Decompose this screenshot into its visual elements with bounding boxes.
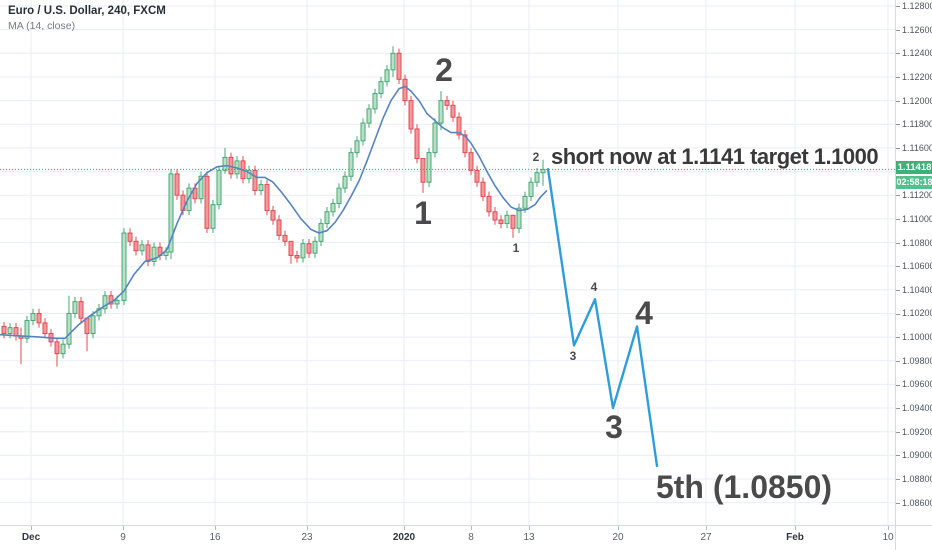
ma-indicator-label[interactable]: MA (14, close)	[8, 20, 76, 32]
wave-label[interactable]: 3	[605, 409, 623, 445]
price-tick-label: 1.12000	[896, 96, 932, 106]
price-tick-label: 1.11000	[896, 214, 932, 224]
time-tick-mark	[888, 526, 889, 530]
time-tick-mark	[307, 526, 308, 530]
price-tick-label: 1.12600	[896, 25, 932, 35]
price-tick-label: 1.08800	[896, 474, 932, 484]
price-tick-label: 1.10000	[896, 332, 932, 342]
price-tick-label: 1.10400	[896, 285, 932, 295]
time-tick-mark	[706, 526, 707, 530]
symbol-title[interactable]: Euro / U.S. Dollar, 240, FXCM	[8, 5, 166, 17]
wave-label[interactable]: 1	[414, 195, 432, 231]
price-tick-label: 1.09800	[896, 356, 932, 366]
wave-label[interactable]: 4	[635, 295, 653, 331]
time-tick-mark	[404, 526, 405, 530]
time-tick-mark	[795, 526, 796, 530]
time-tick-mark	[618, 526, 619, 530]
time-tick-label: 20	[612, 532, 624, 543]
price-tick-label: 1.12200	[896, 72, 932, 82]
wave-label[interactable]: 2	[532, 150, 540, 164]
wave-label[interactable]: 4	[590, 280, 598, 294]
price-tick-label: 1.09200	[896, 427, 932, 437]
wave-label[interactable]: 2	[435, 52, 453, 88]
projection-trend-line[interactable]	[546, 167, 659, 468]
price-chart-canvas[interactable]	[0, 0, 895, 525]
price-tick-label: 1.12400	[896, 48, 932, 58]
price-tick-label: 1.10200	[896, 308, 932, 318]
time-axis[interactable]: Dec 9 16 23 2020 8 13 20 27 Feb 10	[0, 525, 895, 550]
price-axis[interactable]: 1.11418 02:58:18 1.12800 1.12600 1.12400 1.…	[895, 0, 932, 525]
time-tick-label: 27	[700, 532, 712, 543]
short-trade-annotation[interactable]: short now at 1.1141 target 1.1000	[551, 144, 879, 169]
time-tick-mark	[215, 526, 216, 530]
time-tick-label: 2020	[392, 532, 416, 543]
price-tick-label: 1.08600	[896, 498, 932, 508]
time-tick-mark	[529, 526, 530, 530]
price-tick-label: 1.11600	[896, 143, 932, 153]
time-tick-mark	[471, 526, 472, 530]
wave-label[interactable]: 1	[512, 241, 520, 255]
time-tick-mark	[31, 526, 32, 530]
wave-label[interactable]: 5th (1.0850)	[655, 469, 833, 505]
wave-label[interactable]: 3	[569, 349, 577, 363]
bar-countdown-badge: 02:58:18	[896, 176, 932, 190]
current-price-badge: 1.11418	[896, 161, 932, 176]
candles-layer	[1, 46, 546, 367]
price-tick-label: 1.10800	[896, 238, 932, 248]
price-tick-label: 1.12800	[896, 1, 932, 11]
time-tick-label: 8	[468, 532, 474, 543]
ma-line	[0, 85, 548, 340]
time-tick-label: 10	[882, 532, 894, 543]
time-tick-label: 16	[209, 532, 221, 543]
price-tick-label: 1.09000	[896, 450, 932, 460]
price-tick-label: 1.11200	[896, 190, 932, 200]
price-tick-label: 1.09400	[896, 403, 932, 413]
price-tick-label: 1.11800	[896, 119, 932, 129]
time-tick-label: 9	[120, 532, 126, 543]
time-tick-label: 23	[301, 532, 313, 543]
time-tick-label: Dec	[21, 532, 41, 543]
time-tick-label: 13	[523, 532, 535, 543]
time-tick-label: Feb	[786, 532, 804, 543]
time-tick-mark	[123, 526, 124, 530]
price-tick-label: 1.09600	[896, 379, 932, 389]
price-tick-label: 1.10600	[896, 261, 932, 271]
gridlines	[0, 0, 895, 525]
axis-corner	[895, 525, 932, 550]
chart-legend: Euro / U.S. Dollar, 240, FXCM MA (14, cl…	[8, 5, 166, 32]
